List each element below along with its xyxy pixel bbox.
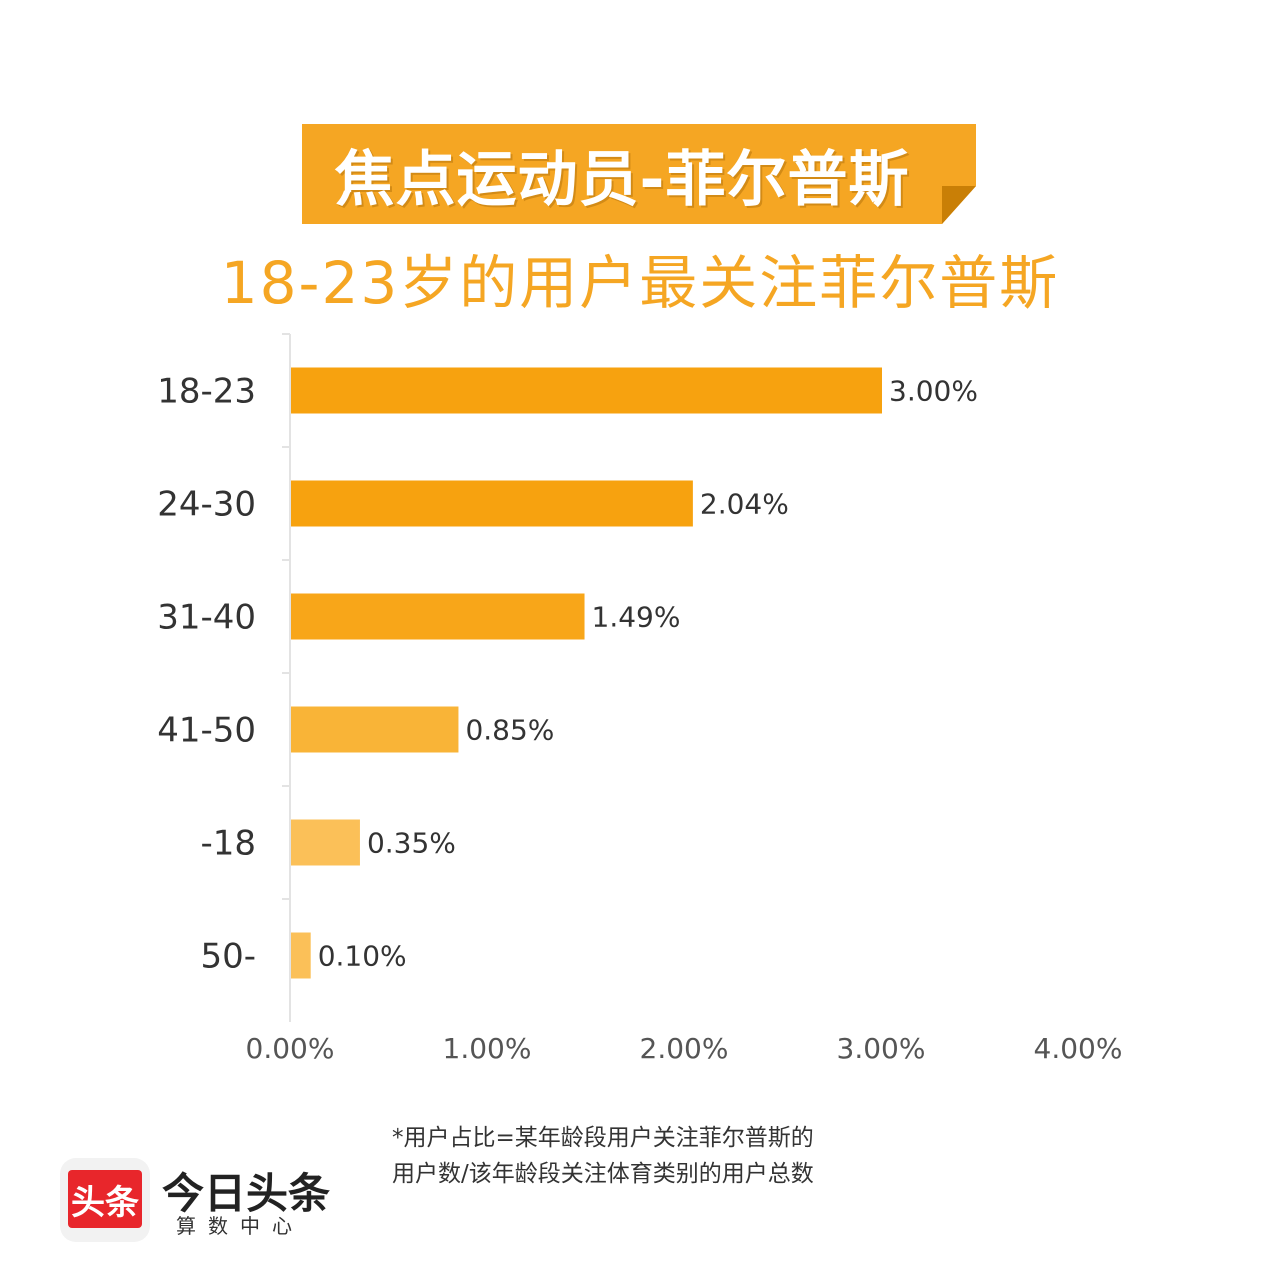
data-label: 0.35% <box>367 827 456 860</box>
x-tick-label: 3.00% <box>837 1032 926 1065</box>
bar-24-30 <box>291 480 693 527</box>
data-label: 0.10% <box>318 940 407 973</box>
x-tick-label: 0.00% <box>246 1032 335 1065</box>
title-banner: 焦点运动员-菲尔普斯 <box>302 124 976 226</box>
bar-50- <box>291 932 311 979</box>
category-label: 41-50 <box>157 711 256 751</box>
bar-41-50 <box>291 706 459 753</box>
category-label: 18-23 <box>157 372 256 412</box>
x-tick-label: 2.00% <box>640 1032 729 1065</box>
category-label: 50- <box>200 937 256 977</box>
data-label: 2.04% <box>700 488 789 521</box>
logo-name: 今日头条 <box>162 1169 331 1218</box>
footnote-line-2: 用户数/该年龄段关注体育类别的用户总数 <box>392 1161 814 1187</box>
footnote-line-1: *用户占比=某年龄段用户关注菲尔普斯的 <box>392 1125 814 1151</box>
category-label: -18 <box>200 824 256 864</box>
bar-chart: 18-23 3.00% 24-30 2.04% 31-40 1.49% 41-50 0.85%… <box>157 333 1123 1065</box>
x-tick-label: 1.00% <box>443 1032 532 1065</box>
data-label: 3.00% <box>889 375 978 408</box>
logo-subtitle: 算数中心 <box>176 1214 304 1238</box>
logo-mark: 头条 <box>68 1170 142 1228</box>
bar--18 <box>291 819 360 866</box>
bar-18-23 <box>291 367 882 414</box>
data-label: 0.85% <box>465 714 554 747</box>
banner-shape <box>302 124 976 224</box>
toutiao-logo-icon: 头条 <box>60 1158 150 1242</box>
page-title: 焦点运动员-菲尔普斯 <box>334 144 910 215</box>
bar-31-40 <box>291 593 585 640</box>
category-label: 31-40 <box>157 598 256 638</box>
x-tick-label: 4.00% <box>1034 1032 1123 1065</box>
chart-subtitle: 18-23岁的用户最关注菲尔普斯 <box>220 249 1060 317</box>
footnote: *用户占比=某年龄段用户关注菲尔普斯的 用户数/该年龄段关注体育类别的用户总数 <box>392 1120 952 1192</box>
category-label: 24-30 <box>157 485 256 525</box>
data-label: 1.49% <box>592 601 681 634</box>
